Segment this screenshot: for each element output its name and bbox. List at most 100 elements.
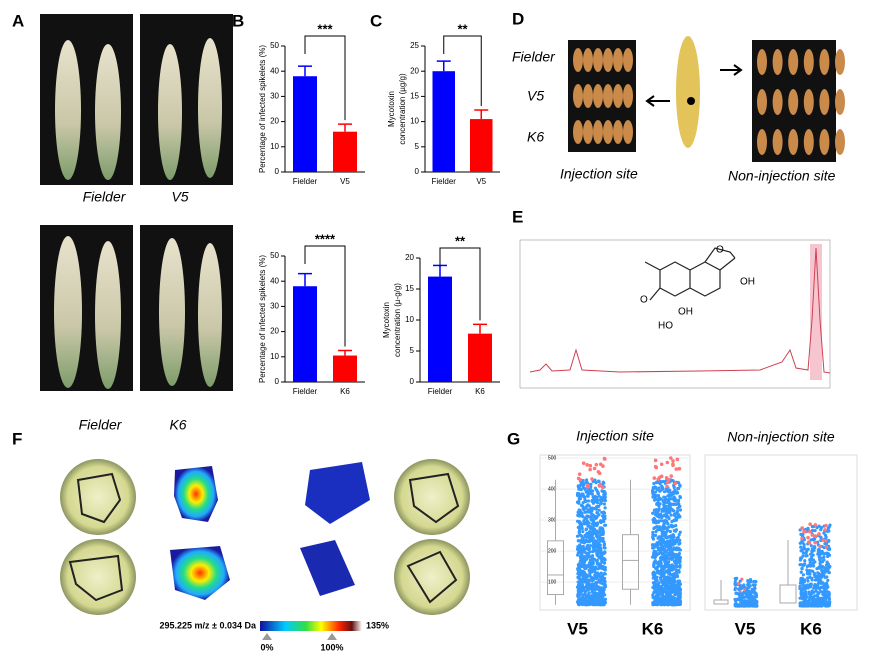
jitter-dot [816, 548, 820, 552]
jitter-dot [596, 554, 600, 558]
jitter-dot [587, 538, 592, 543]
jitter-dot [752, 596, 757, 600]
jitter-dot [812, 571, 817, 575]
jitter-dot [670, 507, 674, 512]
y-tick-label: 10 [270, 352, 279, 361]
jitter-dot [672, 518, 676, 523]
jitter-dot [594, 507, 599, 511]
jitter-dot [580, 556, 584, 560]
jitter-dot [582, 483, 586, 487]
plot-title: Non-injection site [727, 429, 835, 445]
jitter-dot [590, 492, 594, 496]
jitter-dot [802, 529, 806, 534]
jitter-dot [600, 510, 604, 515]
jitter-dot [659, 462, 664, 467]
jitter-dot [586, 483, 590, 488]
jitter-dot [741, 603, 745, 607]
jitter-dot [828, 547, 832, 551]
jitter-dot [590, 536, 595, 540]
jitter-dot [598, 498, 602, 502]
grain [788, 129, 799, 155]
grain [613, 48, 623, 72]
jitter-dot [594, 597, 599, 601]
jitter-dot [668, 572, 672, 576]
grain [819, 129, 830, 155]
jitter-dot [655, 568, 660, 573]
jitter-dot [674, 502, 678, 507]
jitter-dot [828, 564, 832, 569]
jitter-dot [657, 593, 661, 597]
jitter-dot [579, 488, 583, 492]
ion-label: 295.225 m/z ± 0.034 Da [159, 620, 256, 630]
jitter-dot [662, 509, 666, 513]
jitter-dot [670, 590, 674, 595]
jitter-dot [671, 540, 675, 544]
jitter-dot [824, 545, 829, 549]
jitter-dot [811, 553, 815, 557]
jitter-dot [657, 486, 661, 490]
jitter-dot [588, 544, 593, 548]
jitter-dot [577, 472, 582, 477]
jitter-dot [579, 584, 584, 588]
jitter-dot [577, 508, 581, 512]
y-tick-label: 100 [548, 579, 557, 585]
grain [819, 89, 830, 115]
jitter-dot [738, 579, 742, 583]
jitter-dot [581, 577, 585, 581]
y-tick-label: 40 [270, 276, 279, 285]
jitter-dot [587, 504, 591, 508]
x-tick-label: K6 [340, 387, 350, 396]
jitter-dot [576, 568, 580, 572]
jitter-dot [576, 513, 580, 517]
jitter-dot [587, 591, 591, 595]
x-tick-label: V5 [476, 177, 486, 186]
jitter-dot [800, 594, 804, 598]
chromatogram-trace [529, 247, 831, 374]
jitter-dot [589, 507, 593, 511]
jitter-dot [677, 514, 681, 518]
jitter-dot [753, 586, 757, 590]
jitter-dot [652, 481, 656, 486]
row-label: K6 [527, 129, 544, 145]
jitter-dot [660, 602, 664, 606]
jitter-dot [602, 603, 606, 607]
jitter-dot [743, 599, 747, 603]
jitter-dot [809, 569, 814, 573]
jitter-dot [579, 570, 584, 574]
jitter-dot [816, 596, 820, 600]
jitter-dot [809, 552, 813, 556]
jitter-dot [662, 571, 666, 575]
jitter-dot [596, 548, 600, 552]
grain [573, 84, 583, 108]
jitter-dot [669, 579, 673, 583]
jitter-dot [673, 481, 678, 486]
jitter-dot [809, 562, 813, 566]
jitter-dot [669, 550, 673, 554]
y-axis-label: concentration (µg/g) [398, 73, 407, 145]
jitter-dot [671, 548, 675, 552]
jitter-dot [595, 575, 599, 580]
jitter-dot [595, 515, 599, 520]
jitter-dot [743, 591, 747, 595]
jitter-dot [602, 496, 606, 500]
jitter-dot [586, 499, 591, 503]
jitter-dot [592, 598, 596, 602]
jitter-dot [653, 490, 658, 494]
jitter-dot [669, 474, 674, 478]
jitter-dot [597, 508, 601, 512]
jitter-dot [670, 568, 674, 572]
injection-point [687, 97, 695, 105]
jitter-dot [665, 590, 670, 595]
jitter-dot [657, 508, 661, 513]
heatmap [170, 546, 230, 600]
jitter-dot [751, 588, 755, 593]
jitter-dot [803, 591, 807, 595]
svg-text:OH: OH [678, 307, 693, 318]
jitter-dot [668, 529, 672, 534]
jitter-dot [667, 477, 671, 482]
jitter-dot [664, 512, 669, 516]
jitter-dot [676, 498, 681, 502]
jitter-dot [740, 586, 744, 591]
jitter-dot [596, 551, 600, 555]
jitter-dot [652, 516, 656, 521]
